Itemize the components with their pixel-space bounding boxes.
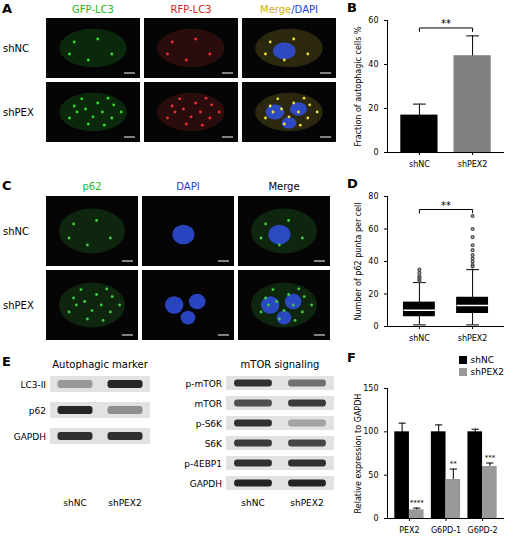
html-text:shPEX2: shPEX2 xyxy=(470,367,504,377)
svg-text:**: ** xyxy=(441,18,451,29)
svg-text:G6PD-1: G6PD-1 xyxy=(431,526,461,535)
svg-text:**: ** xyxy=(450,460,458,468)
svg-text:GAPDH: GAPDH xyxy=(14,432,46,442)
svg-text:Relative expression to GAPDH: Relative expression to GAPDH xyxy=(354,394,363,514)
svg-text:shNC: shNC xyxy=(3,226,29,237)
svg-text:p-4EBP1: p-4EBP1 xyxy=(184,459,222,469)
svg-text:p-S6K: p-S6K xyxy=(196,419,223,429)
svg-text:mTOR: mTOR xyxy=(194,399,222,409)
svg-text:0: 0 xyxy=(373,148,378,157)
svg-text:shPEX2: shPEX2 xyxy=(290,498,323,508)
svg-text:shPEX2: shPEX2 xyxy=(458,334,488,343)
svg-text:Merge: Merge xyxy=(268,181,299,192)
svg-text:p62: p62 xyxy=(29,406,46,416)
svg-text:shNC: shNC xyxy=(3,43,29,54)
svg-text:LC3-II: LC3-II xyxy=(20,380,46,390)
svg-text:Merge/DAPI: Merge/DAPI xyxy=(260,4,318,15)
html-text:shNC: shNC xyxy=(470,355,494,365)
svg-text:80: 80 xyxy=(368,192,378,201)
svg-text:Number of p62 punta per cell: Number of p62 punta per cell xyxy=(354,202,363,320)
svg-text:S6K: S6K xyxy=(205,439,223,449)
svg-text:shNC: shNC xyxy=(63,498,86,508)
svg-text:E: E xyxy=(2,354,11,369)
html-text:B: B xyxy=(347,0,357,15)
svg-text:20: 20 xyxy=(368,104,378,113)
svg-text:RFP-LC3: RFP-LC3 xyxy=(170,4,211,15)
svg-text:50: 50 xyxy=(368,471,378,480)
svg-text:DAPI: DAPI xyxy=(176,181,199,192)
svg-text:20: 20 xyxy=(368,290,378,299)
svg-text:0: 0 xyxy=(373,322,378,331)
svg-text:GAPDH: GAPDH xyxy=(190,479,222,489)
svg-text:p62: p62 xyxy=(82,181,101,192)
svg-text:shPEX2: shPEX2 xyxy=(458,160,488,169)
svg-text:0: 0 xyxy=(373,514,378,523)
svg-text:p-mTOR: p-mTOR xyxy=(185,379,222,389)
svg-text:***: *** xyxy=(485,454,496,462)
svg-text:shPEX: shPEX xyxy=(3,300,34,311)
svg-text:C: C xyxy=(2,178,12,193)
svg-text:**: ** xyxy=(441,200,451,211)
html-text:D: D xyxy=(347,176,358,191)
svg-text:60: 60 xyxy=(368,225,378,234)
svg-text:40: 40 xyxy=(368,60,378,69)
svg-text:shPEX: shPEX xyxy=(3,107,34,118)
html-text:F: F xyxy=(347,350,356,365)
svg-text:G6PD-2: G6PD-2 xyxy=(467,526,497,535)
svg-text:PEX2: PEX2 xyxy=(399,526,419,535)
svg-text:Fraction of autophagic cells %: Fraction of autophagic cells % xyxy=(354,26,363,147)
svg-text:****: **** xyxy=(410,499,425,507)
svg-text:A: A xyxy=(2,1,12,16)
svg-text:mTOR signaling: mTOR signaling xyxy=(241,359,320,370)
svg-text:100: 100 xyxy=(363,427,378,436)
svg-text:GFP-LC3: GFP-LC3 xyxy=(72,4,114,15)
svg-text:shNC: shNC xyxy=(409,334,430,343)
svg-text:60: 60 xyxy=(368,16,378,25)
svg-text:shPEX2: shPEX2 xyxy=(108,498,141,508)
svg-text:shNC: shNC xyxy=(409,160,430,169)
svg-text:shNC: shNC xyxy=(241,498,264,508)
svg-text:40: 40 xyxy=(368,257,378,266)
svg-text:Autophagic marker: Autophagic marker xyxy=(52,359,148,370)
svg-text:150: 150 xyxy=(363,384,378,393)
